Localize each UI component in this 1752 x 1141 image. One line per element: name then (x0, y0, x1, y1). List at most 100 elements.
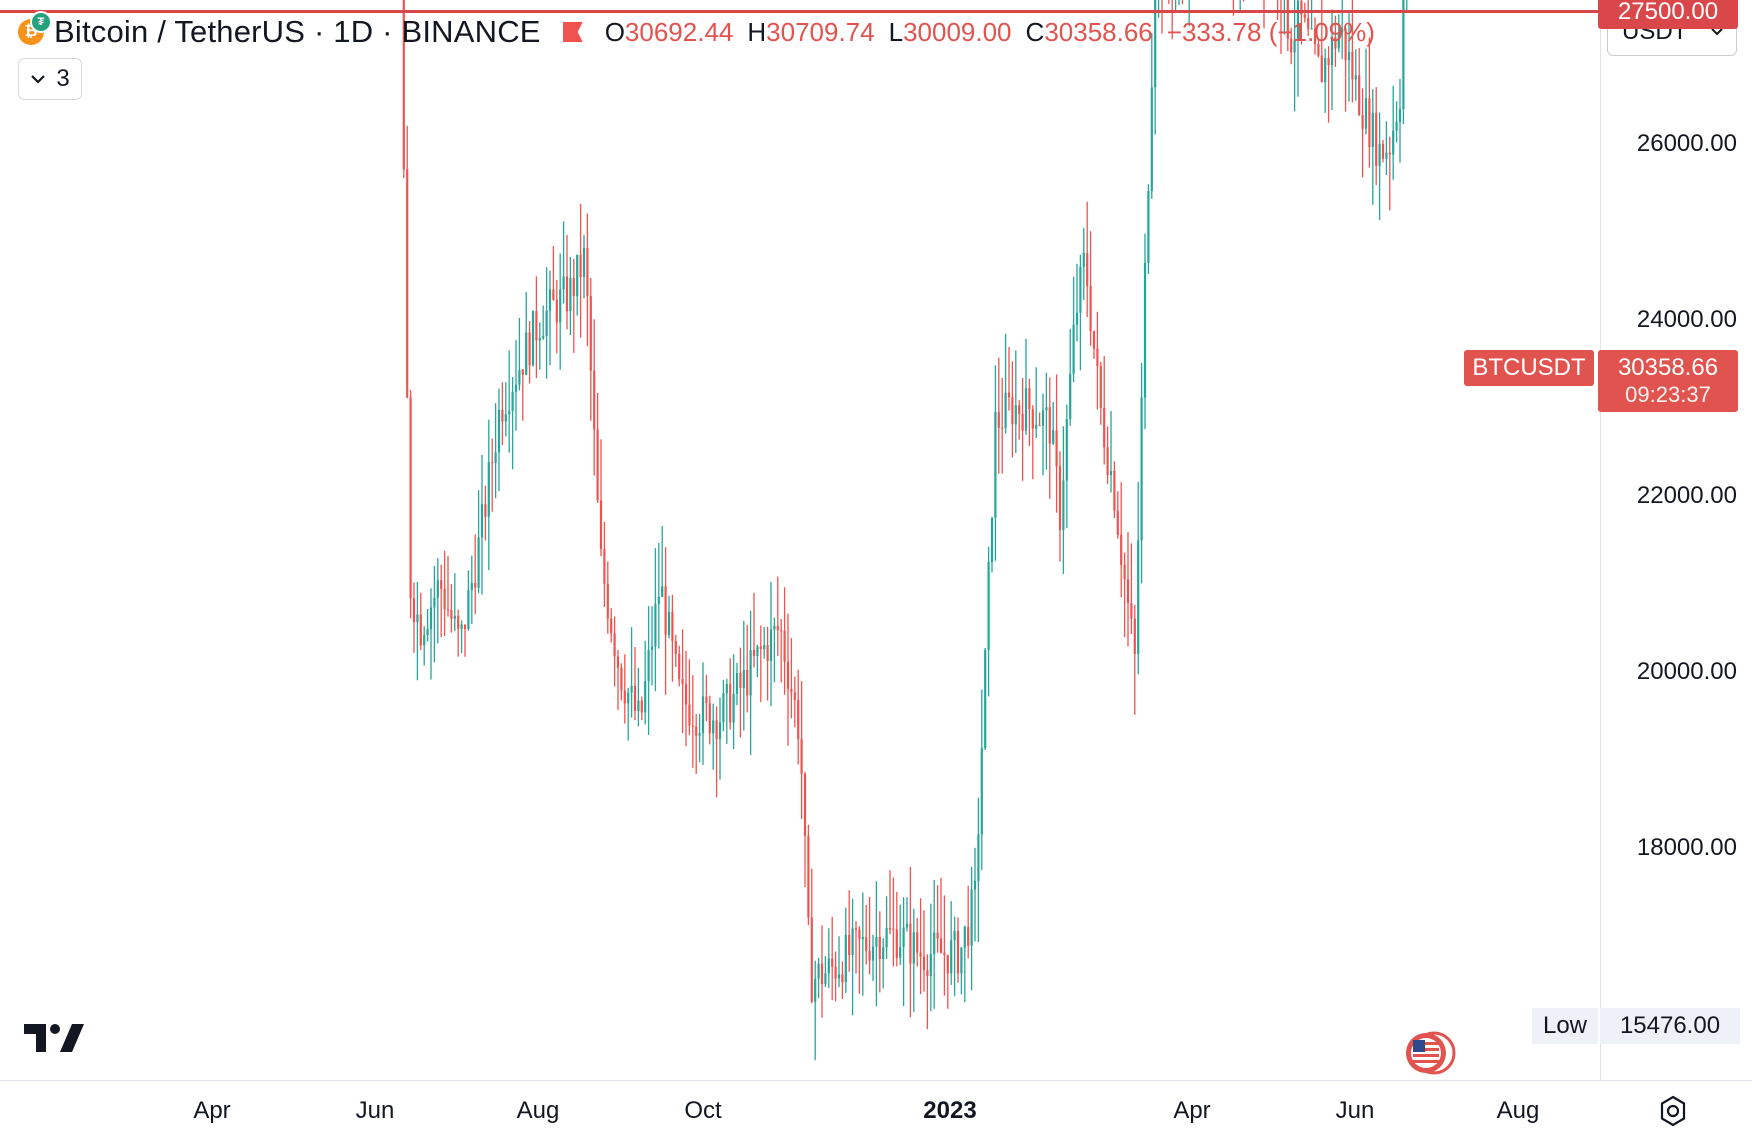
high-value: 30709.74 (766, 16, 875, 47)
candle-body (409, 397, 412, 599)
candle-body (1344, 28, 1347, 61)
candle-body (980, 748, 983, 835)
candle-body (627, 692, 630, 704)
close-value: 30358.66 (1044, 16, 1153, 47)
candle-body (436, 580, 439, 598)
candle-body (885, 928, 888, 948)
chart-canvas[interactable] (0, 0, 1600, 1080)
price-axis[interactable]: 36000.0032000.0026000.0024000.0022000.00… (1600, 0, 1752, 1080)
candle-body (698, 733, 701, 736)
candle-body (497, 409, 501, 453)
candle-body (1293, 40, 1296, 53)
candle-body (946, 955, 949, 974)
candle-body (674, 640, 677, 654)
candle-body (820, 963, 824, 985)
price-tick-label: 18000.00 (1636, 833, 1737, 861)
candle-body (905, 923, 909, 928)
candle-body (1395, 121, 1398, 131)
chevron-down-icon (1711, 28, 1723, 36)
candle-body (1334, 36, 1337, 49)
candle-body (990, 517, 994, 563)
candle-body (715, 720, 718, 740)
time-axis[interactable]: Apr Jun Aug Oct 2023 Apr Jun Aug (0, 1080, 1752, 1141)
candle-body (531, 311, 535, 366)
candle-body (511, 391, 514, 411)
candle-body (773, 625, 776, 630)
candle-body (1361, 115, 1364, 129)
candle-body (542, 336, 545, 339)
candle-body (446, 609, 450, 611)
candle-body (1375, 112, 1378, 166)
price-tick-label: 26000.00 (1636, 129, 1737, 157)
indicators-toggle-button[interactable]: 3 (18, 58, 82, 100)
economic-events-flag-icon[interactable] (1402, 1030, 1458, 1076)
candle-body (987, 562, 990, 650)
candle-body (729, 684, 732, 723)
candle-body (725, 684, 728, 694)
chevron-down-icon (31, 75, 46, 84)
candle-body (630, 685, 633, 693)
candle-body (521, 369, 524, 375)
candle-body (912, 932, 915, 964)
candle-body (800, 739, 803, 774)
candle-body (589, 296, 592, 371)
candle-body (933, 932, 936, 955)
tradingview-logo[interactable] (24, 1020, 84, 1054)
open-key: O (604, 16, 625, 47)
candle-body (790, 688, 793, 693)
last-price-value: 30358.66 (1617, 354, 1719, 381)
level-lines-group (0, 10, 1600, 13)
candle-body (722, 693, 725, 723)
candle-body (1133, 618, 1136, 654)
candle-body (888, 928, 892, 930)
candle-body (538, 338, 541, 341)
candle-body (1007, 392, 1011, 398)
candle-body (460, 624, 463, 629)
candle-body (892, 928, 895, 930)
candle-body (939, 938, 943, 953)
indicator-count: 3 (56, 65, 70, 92)
candle-body (837, 974, 841, 979)
candle-body (579, 254, 582, 278)
low-marker-value: 15476.00 (1600, 1008, 1740, 1044)
candle-body (603, 549, 606, 584)
candle-body (807, 835, 810, 918)
open-value: 30692.44 (624, 16, 734, 47)
candle-body (1058, 466, 1062, 531)
candle-body (453, 615, 456, 619)
candle-body (1303, 14, 1306, 18)
candle-body (803, 773, 807, 836)
candle-body (1388, 152, 1391, 155)
time-tick-label: Aug (1496, 1097, 1540, 1124)
candle-body (681, 679, 684, 684)
chart-title[interactable]: Bitcoin / TetherUS · 1D · BINANCE (54, 14, 541, 49)
candle-body (491, 462, 494, 464)
candle-body (878, 936, 881, 960)
candle-body (1048, 407, 1051, 444)
candle-body (423, 635, 426, 646)
candle-body (412, 598, 416, 623)
ohlc-readout: O30692.44 H30709.74 L30009.00 C30358.66 … (605, 17, 1375, 48)
candle-body (1347, 51, 1351, 61)
candle-body (647, 650, 650, 682)
candle-body (705, 696, 708, 703)
candle-body (943, 952, 946, 956)
flag-icon[interactable] (562, 22, 583, 42)
candle-body (535, 311, 538, 341)
candle-body (576, 254, 579, 297)
candle-body (752, 649, 756, 657)
candle-body (691, 725, 694, 727)
candle-body (474, 582, 477, 588)
candle-body (776, 625, 779, 631)
candle-body (1011, 397, 1014, 425)
candle-body (528, 332, 531, 366)
candle-body (817, 963, 820, 979)
price-tick-label: 22000.00 (1636, 481, 1737, 509)
candle-body (895, 929, 898, 958)
time-tick-label: Apr (193, 1097, 231, 1124)
settings-gear-icon[interactable] (1656, 1094, 1690, 1128)
price-tick-label: 20000.00 (1636, 657, 1737, 685)
candles-group (402, 0, 1408, 1061)
candle-body (1092, 331, 1096, 349)
candle-body (637, 700, 640, 712)
